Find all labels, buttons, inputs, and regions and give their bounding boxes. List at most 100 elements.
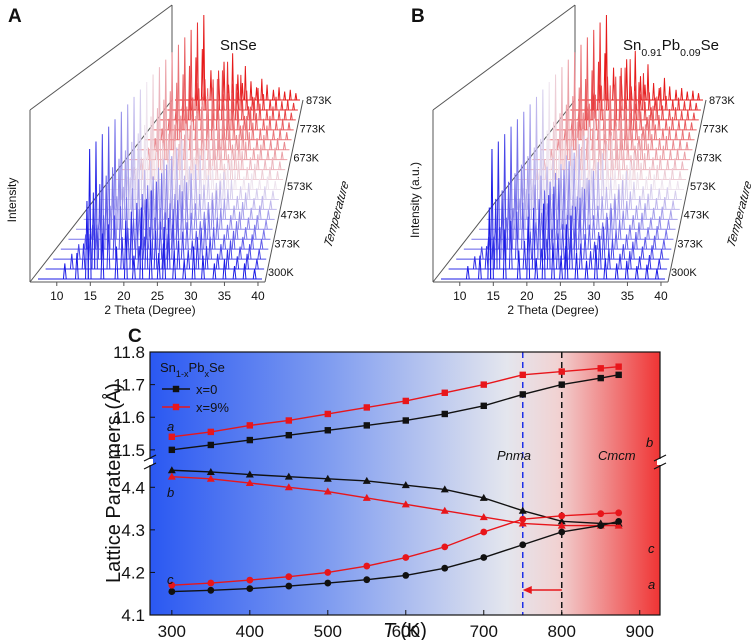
peak — [276, 137, 280, 150]
peak — [624, 170, 629, 200]
peak — [603, 258, 608, 280]
peak — [666, 219, 671, 230]
peak — [598, 110, 602, 170]
peak — [606, 76, 609, 110]
peak — [562, 169, 566, 240]
peak — [170, 52, 174, 150]
x-tick-label: 15 — [84, 289, 98, 303]
peak — [521, 202, 525, 250]
peak — [683, 119, 687, 130]
peak — [235, 256, 240, 270]
axis-break — [653, 454, 667, 462]
peak — [203, 146, 207, 190]
peak — [173, 141, 177, 190]
peak — [225, 249, 230, 270]
peak — [215, 156, 219, 180]
peak — [180, 191, 184, 240]
peak — [655, 225, 659, 240]
peak — [570, 146, 574, 200]
peak — [154, 181, 159, 250]
peak — [209, 70, 213, 101]
peak — [641, 126, 645, 140]
peak — [617, 158, 621, 180]
peak — [166, 218, 171, 270]
y-axis-label: Lattice Paratemers (Å) — [102, 383, 125, 583]
peak — [669, 210, 673, 220]
peak — [153, 230, 158, 270]
peak — [641, 186, 645, 200]
peak — [132, 96, 136, 210]
peak — [632, 90, 636, 130]
peak — [250, 173, 254, 190]
peak — [206, 209, 211, 240]
annotation: b — [646, 435, 653, 450]
peak — [232, 265, 237, 280]
peak — [502, 134, 507, 260]
marker — [518, 506, 527, 514]
peak — [688, 100, 692, 110]
peak — [189, 212, 194, 240]
peak — [274, 96, 278, 110]
peak — [238, 186, 243, 200]
peak — [182, 175, 187, 210]
peak — [237, 211, 242, 230]
peak — [582, 135, 587, 200]
marker — [558, 512, 566, 520]
peak — [632, 181, 636, 200]
peak — [608, 93, 612, 150]
peak — [664, 229, 668, 240]
peak — [596, 162, 600, 210]
peak — [263, 186, 267, 200]
peak — [278, 161, 282, 170]
peak — [613, 167, 617, 190]
peak — [238, 246, 242, 260]
peak — [647, 254, 652, 270]
peak — [260, 78, 264, 101]
temperature-label: 573K — [287, 181, 313, 193]
temperature-label: 573K — [690, 181, 716, 193]
peak — [551, 157, 555, 200]
peak — [255, 215, 260, 230]
marker — [324, 427, 331, 434]
text-part: Pb — [189, 360, 205, 375]
peak — [635, 172, 640, 190]
peak — [600, 85, 603, 120]
peak — [273, 147, 277, 160]
peak — [658, 137, 662, 150]
peak — [155, 151, 159, 190]
peak — [605, 144, 609, 190]
y-tick-label: 11.7 — [113, 376, 145, 395]
peak — [664, 136, 668, 150]
peak — [643, 124, 647, 150]
peak — [537, 199, 541, 260]
marker — [597, 522, 605, 529]
peak — [201, 255, 205, 280]
peak — [631, 215, 635, 230]
peak — [559, 255, 563, 280]
temperature-label: 773K — [703, 124, 729, 136]
marker — [480, 402, 487, 410]
marker — [519, 391, 526, 398]
peak — [69, 253, 74, 270]
peak — [287, 122, 291, 130]
peak — [274, 120, 278, 130]
peak — [680, 161, 684, 170]
annotation: Pnma — [497, 448, 531, 463]
peak — [234, 83, 238, 120]
marker — [558, 528, 566, 536]
peak — [650, 245, 654, 260]
peak — [252, 97, 256, 120]
peak — [585, 177, 589, 210]
peak — [621, 244, 626, 260]
x-axis-label: 2 Theta (Degree) — [507, 303, 598, 317]
marker — [245, 479, 254, 487]
peak — [249, 207, 253, 220]
peak — [294, 93, 298, 101]
peak — [200, 104, 204, 160]
peak — [175, 200, 180, 250]
marker — [324, 410, 331, 418]
peak — [539, 175, 543, 220]
peak — [156, 252, 161, 280]
peak — [183, 37, 187, 130]
